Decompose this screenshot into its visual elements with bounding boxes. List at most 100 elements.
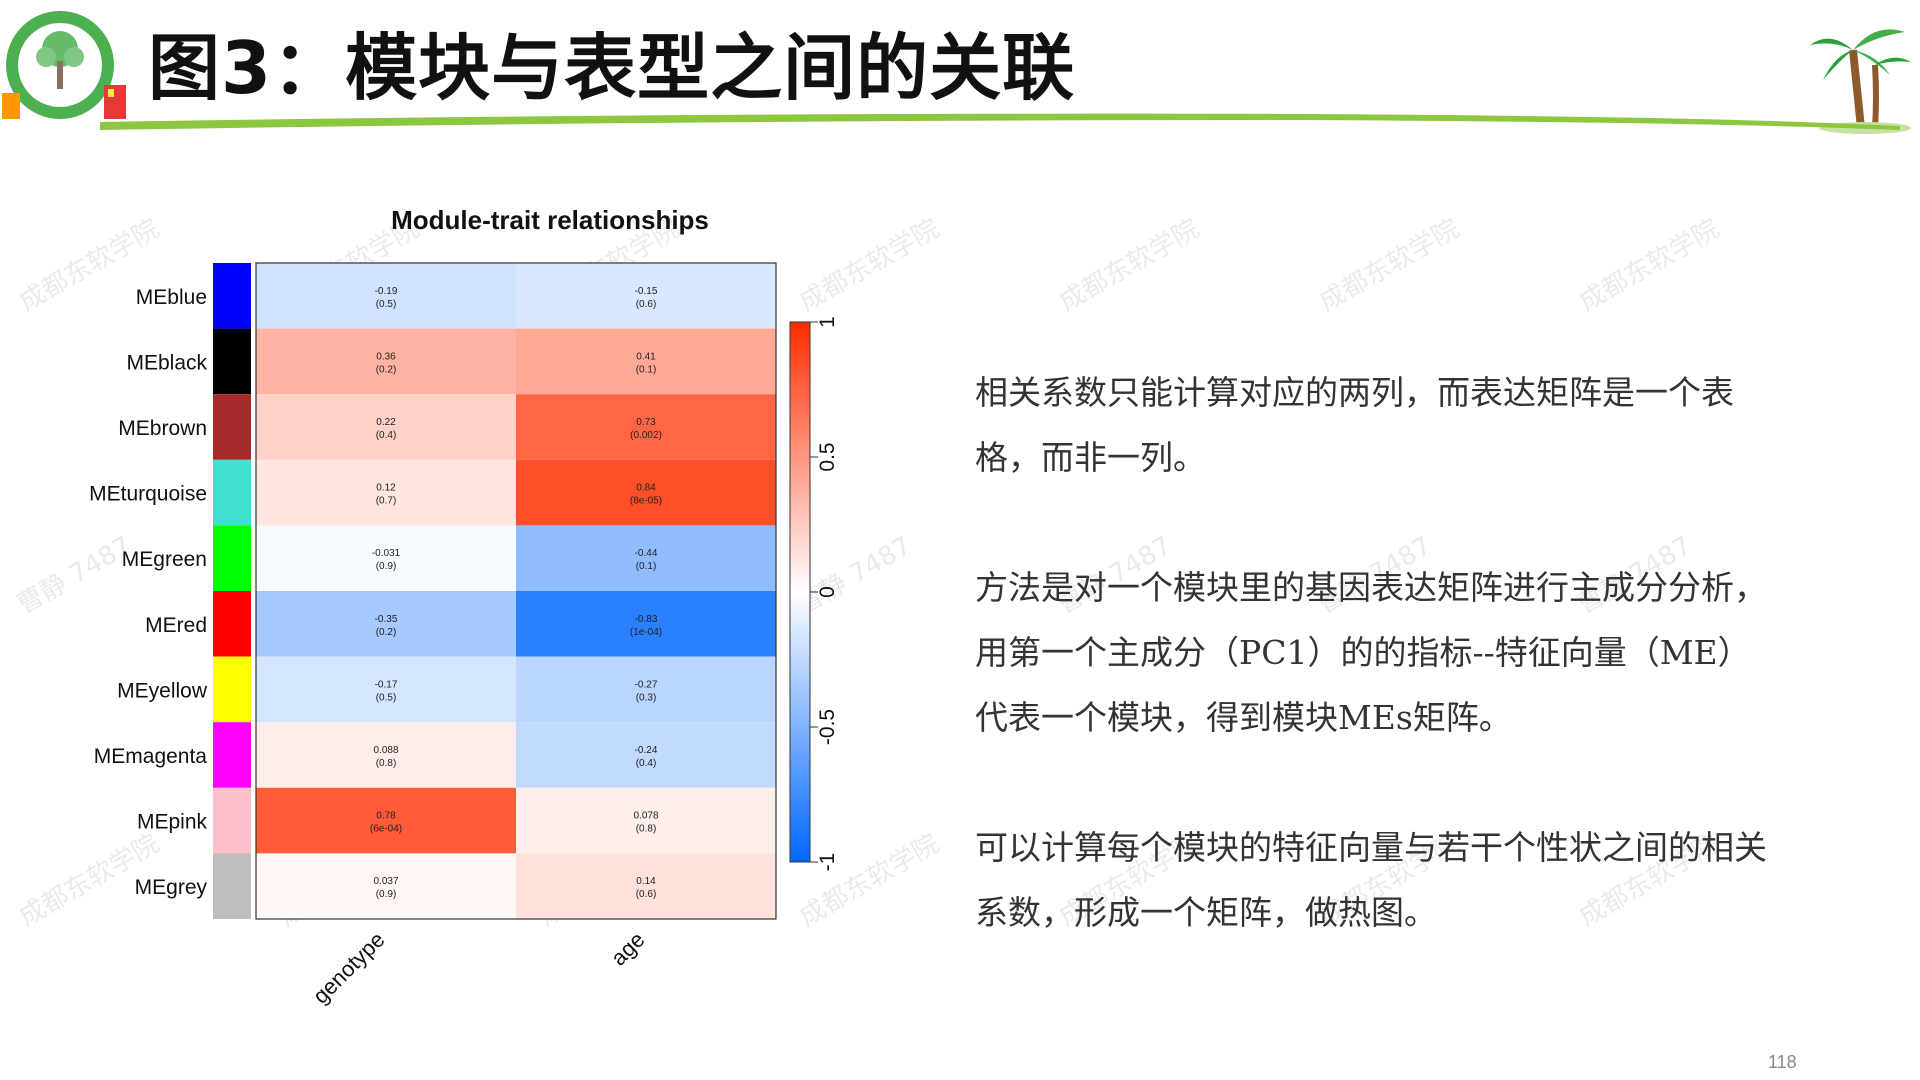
chart-title: Module-trait relationships [391,205,709,235]
cell-pvalue-label: (8e-05) [630,496,662,507]
row-label: MEred [145,614,207,637]
row-label: MEmagenta [94,745,208,768]
module-color-swatch [213,591,251,657]
row-label: MEblue [136,286,207,309]
watermark: 成都东软学院 [1574,213,1725,318]
heatmap-cell [516,722,776,788]
cell-pvalue-label: (0.2) [376,364,397,375]
row-label: MEbrown [118,417,207,440]
row-label: MEgrey [135,876,208,899]
cell-value-label: 0.73 [636,417,656,428]
cell-pvalue-label: (0.6) [636,299,657,310]
cell-value-label: -0.35 [375,614,398,625]
cell-value-label: 0.36 [376,351,396,362]
cell-value-label: 0.14 [636,876,656,887]
colorbar-tick-label: 1 [816,316,839,328]
cell-value-label: -0.17 [375,679,398,690]
cell-pvalue-label: (0.3) [636,692,657,703]
cell-pvalue-label: (0.9) [376,889,397,900]
slide-header: 图3：模块与表型之间的关联 [0,0,1920,140]
slide-title: 图3：模块与表型之间的关联 [148,26,1076,110]
module-color-swatch [213,656,251,723]
module-color-swatch [213,853,251,919]
cell-value-label: 0.12 [376,483,396,494]
cell-pvalue-label: (6e-04) [370,824,402,835]
cell-pvalue-label: (0.7) [376,496,397,507]
module-color-swatch [213,525,251,591]
cell-value-label: 0.037 [373,876,398,887]
heatmap-cell [256,328,516,395]
colorbar-tick-label: 0.5 [816,442,839,471]
cell-pvalue-label: (0.9) [376,561,397,572]
cell-value-label: -0.27 [635,679,658,690]
page-number: 118 [1768,1052,1797,1072]
cell-value-label: 0.088 [373,745,398,756]
cell-pvalue-label: (0.1) [636,364,657,375]
watermark: 成都东软学院 [1054,213,1205,318]
explanation-text: 相关系数只能计算对应的两列，而表达矩阵是一个表格，而非一列。 方法是对一个模块里… [975,360,1775,1010]
heatmap-cell [256,853,516,919]
cell-pvalue-label: (0.6) [636,889,657,900]
cell-value-label: 0.78 [376,811,396,822]
row-label: MEturquoise [89,483,207,506]
heatmap-cell [516,591,776,657]
cell-value-label: 0.84 [636,483,656,494]
heatmap-cell [516,263,776,329]
heatmap-cell [516,459,776,526]
tree-logo-icon [2,11,126,119]
cell-value-label: -0.031 [372,548,401,559]
row-label: MEblack [126,351,207,374]
colorbar-tick-label: -1 [816,853,839,872]
row-label: MEgreen [122,548,207,571]
cell-pvalue-label: (0.4) [636,758,657,769]
module-color-swatch [213,263,251,329]
heatmap-cell [516,328,776,395]
cell-value-label: -0.44 [635,548,658,559]
module-color-swatch [213,722,251,788]
heatmap-cell [516,394,776,460]
cell-value-label: -0.24 [635,745,658,756]
title-underline [100,113,1900,130]
cell-value-label: 0.41 [636,351,656,362]
heatmap-cell [256,394,516,460]
heatmap-cell [256,787,516,854]
column-label: age [606,927,650,971]
watermark: 成都东软学院 [1314,213,1465,318]
cell-value-label: -0.15 [635,286,658,297]
colorbar-tick-label: -0.5 [816,709,839,745]
heatmap-chart: MEblue -0.19 (0.5) -0.15 (0.6) MEblack 0.36 (0.… [89,262,839,1009]
cell-pvalue-label: (0.5) [376,299,397,310]
cell-value-label: -0.83 [635,614,658,625]
cell-pvalue-label: (0.4) [376,430,397,441]
heatmap-cell [256,591,516,657]
heatmap-cell [516,656,776,723]
row-label: MEyellow [117,679,208,702]
cell-pvalue-label: (0.1) [636,561,657,572]
cell-pvalue-label: (0.5) [376,692,397,703]
colorbar [789,321,811,863]
heatmap-cell [256,656,516,723]
heatmap-cell [256,459,516,526]
cell-pvalue-label: (0.8) [636,824,657,835]
cell-value-label: 0.078 [633,811,658,822]
heatmap-frame [255,262,777,920]
cell-pvalue-label: (1e-04) [630,627,662,638]
cell-pvalue-label: (0.002) [630,430,662,441]
colorbar-tick-label: 0 [816,586,839,598]
module-color-swatch [213,459,251,526]
heatmap-cell [256,525,516,591]
module-color-swatch [213,328,251,395]
paragraph-2: 方法是对一个模块里的基因表达矩阵进行主成分分析，用第一个主成分（PC1）的的指标… [975,568,1767,737]
module-color-swatch [213,787,251,854]
heatmap-cell [516,525,776,591]
heatmap-cell [256,722,516,788]
heatmap-cell [516,853,776,919]
paragraph-3: 可以计算每个模块的特征向量与若干个性状之间的相关系数，形成一个矩阵，做热图。 [975,828,1767,932]
heatmap-cell [256,263,516,329]
cell-value-label: 0.22 [376,417,396,428]
cell-pvalue-label: (0.2) [376,627,397,638]
module-color-swatch [213,394,251,460]
paragraph-1: 相关系数只能计算对应的两列，而表达矩阵是一个表格，而非一列。 [975,373,1734,477]
cell-value-label: -0.19 [375,286,398,297]
heatmap-cell [516,787,776,854]
